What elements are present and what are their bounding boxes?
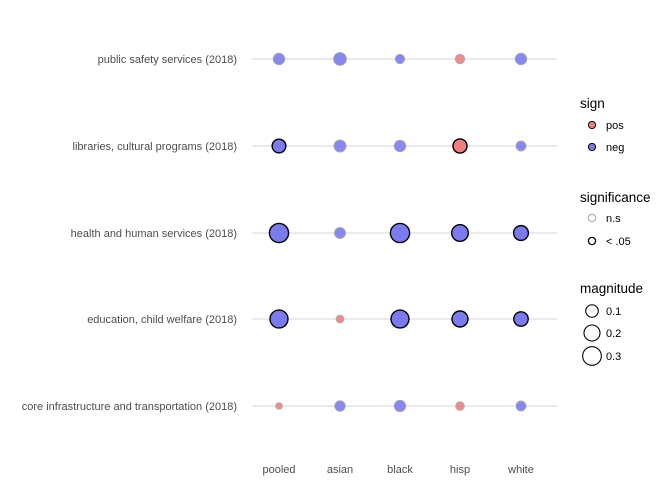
legend-magnitude-0.1-label: 0.1 <box>606 306 621 318</box>
legend-significance-ns-key <box>587 213 597 223</box>
point-public-safety-services-2018-asian <box>333 52 347 66</box>
point-health-and-human-services-2018-pooled <box>268 222 290 244</box>
legend: sign pos neg significance n.s < .05 magn… <box>580 96 651 366</box>
legend-sign-pos-key <box>587 120 597 130</box>
point-core-infrastructure-and-transportation-2018-white <box>515 400 527 412</box>
legend-magnitude-0.2-key <box>583 324 601 342</box>
legend-magnitude-0.3-key <box>582 346 602 366</box>
y-tick-label-core-infrastructure-and-transportation-2018: core infrastructure and transportation (… <box>22 401 237 413</box>
x-axis-tick-labels: pooled asian black hisp white <box>262 464 533 476</box>
point-core-infrastructure-and-transportation-2018-black <box>393 399 407 413</box>
legend-magnitude-0.2-label: 0.2 <box>606 328 621 340</box>
legend-sign-pos-label: pos <box>606 120 624 132</box>
point-public-safety-services-2018-pooled <box>272 52 286 66</box>
x-tick-label-pooled: pooled <box>262 464 295 476</box>
point-core-infrastructure-and-transportation-2018-hisp <box>455 401 465 411</box>
point-education-child-welfare-2018-white <box>513 311 529 327</box>
point-education-child-welfare-2018-asian <box>335 314 345 324</box>
point-health-and-human-services-2018-black <box>389 222 411 244</box>
legend-sign-neg-key <box>587 142 597 152</box>
point-libraries-cultural-programs-2018-hisp <box>452 138 468 154</box>
point-health-and-human-services-2018-asian <box>334 226 347 239</box>
y-tick-label-health-and-human-services-2018: health and human services (2018) <box>71 228 237 240</box>
data-points <box>268 52 530 413</box>
point-education-child-welfare-2018-black <box>390 309 410 329</box>
legend-magnitude-0.3-label: 0.3 <box>606 351 621 363</box>
legend-significance-sig-key <box>587 236 597 246</box>
point-education-child-welfare-2018-pooled <box>269 309 289 329</box>
y-axis-tick-labels: public safety services (2018) libraries, … <box>22 54 237 413</box>
point-public-safety-services-2018-black <box>394 53 406 65</box>
legend-sign-neg-label: neg <box>606 142 624 154</box>
point-health-and-human-services-2018-hisp <box>451 223 470 242</box>
x-tick-label-black: black <box>387 464 413 476</box>
x-tick-label-white: white <box>507 464 534 476</box>
legend-sign-title: sign <box>580 96 605 111</box>
point-core-infrastructure-and-transportation-2018-asian <box>334 400 346 412</box>
point-public-safety-services-2018-white <box>514 52 528 66</box>
x-tick-label-asian: asian <box>327 464 353 476</box>
y-tick-label-education-child-welfare-2018: education, child welfare (2018) <box>87 314 237 326</box>
legend-magnitude: magnitude 0.1 0.2 0.3 <box>580 281 643 366</box>
point-public-safety-services-2018-hisp <box>454 53 466 65</box>
point-health-and-human-services-2018-white <box>512 224 530 242</box>
legend-magnitude-0.1-key <box>585 304 599 318</box>
x-tick-label-hisp: hisp <box>450 464 470 476</box>
legend-magnitude-title: magnitude <box>580 281 643 296</box>
point-libraries-cultural-programs-2018-asian <box>333 139 347 153</box>
point-core-infrastructure-and-transportation-2018-pooled <box>275 402 283 410</box>
point-libraries-cultural-programs-2018-black <box>393 139 407 153</box>
y-tick-label-public-safety-services-2018: public safety services (2018) <box>98 54 237 66</box>
legend-sign: sign pos neg <box>580 96 624 154</box>
legend-significance-sig-label: < .05 <box>606 236 631 248</box>
point-education-child-welfare-2018-hisp <box>451 310 469 328</box>
legend-significance: significance n.s < .05 <box>580 190 651 248</box>
legend-significance-title: significance <box>580 190 651 205</box>
y-tick-label-libraries-cultural-programs-2018: libraries, cultural programs (2018) <box>73 141 237 153</box>
point-libraries-cultural-programs-2018-white <box>515 140 527 152</box>
legend-significance-ns-label: n.s <box>606 213 621 225</box>
point-libraries-cultural-programs-2018-pooled <box>271 138 287 154</box>
